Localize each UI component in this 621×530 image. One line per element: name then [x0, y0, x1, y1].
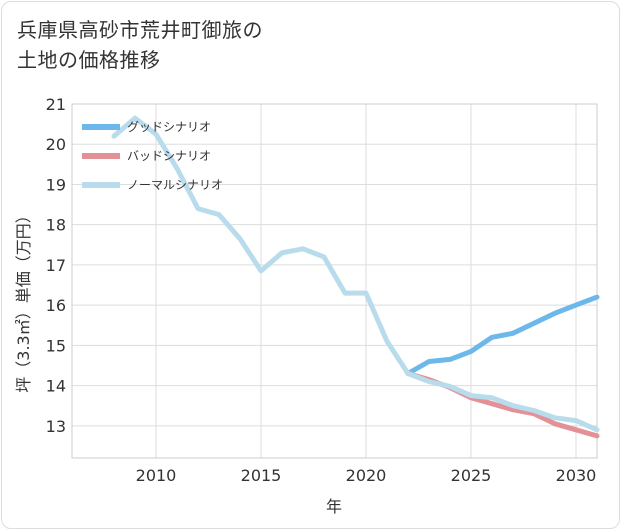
y-tick-label: 18 — [46, 216, 66, 235]
plot-area-border — [71, 103, 598, 459]
legend-label: ノーマルシナリオ — [127, 178, 223, 192]
series-lines — [111, 115, 600, 439]
x-tick-label: 2010 — [136, 466, 177, 485]
legend-label: グッドシナリオ — [127, 120, 211, 134]
series-line — [405, 294, 600, 376]
chart-title-line-1: 兵庫県高砂市荒井町御旅の — [17, 18, 263, 42]
y-tick-labels: 13 14 15 16 17 18 19 20 21 — [46, 95, 66, 436]
chart-title-line-2: 土地の価格推移 — [17, 48, 161, 72]
y-tick-label: 15 — [46, 336, 66, 355]
y-axis-title: 坪（3.3㎡）単価（万円） — [14, 207, 33, 392]
grid-lines — [72, 103, 597, 458]
y-tick-label: 16 — [46, 296, 66, 315]
x-tick-labels: 2010 2015 2020 2025 2030 — [136, 466, 597, 485]
x-tick-label: 2030 — [556, 466, 597, 485]
y-tick-label: 14 — [46, 377, 66, 396]
chart-title: 兵庫県高砂市荒井町御旅の 土地の価格推移 — [17, 15, 263, 75]
y-tick-label: 17 — [46, 256, 66, 275]
series-line — [111, 115, 600, 433]
y-tick-label: 21 — [46, 95, 66, 114]
legend-label: バッドシナリオ — [127, 149, 211, 163]
y-tick-label: 19 — [46, 175, 66, 194]
y-tick-label: 20 — [46, 135, 66, 154]
x-tick-label: 2015 — [241, 466, 282, 485]
x-tick-label: 2025 — [451, 466, 492, 485]
y-tick-label: 13 — [46, 417, 66, 436]
x-axis-title: 年 — [326, 497, 342, 516]
x-tick-label: 2020 — [346, 466, 387, 485]
